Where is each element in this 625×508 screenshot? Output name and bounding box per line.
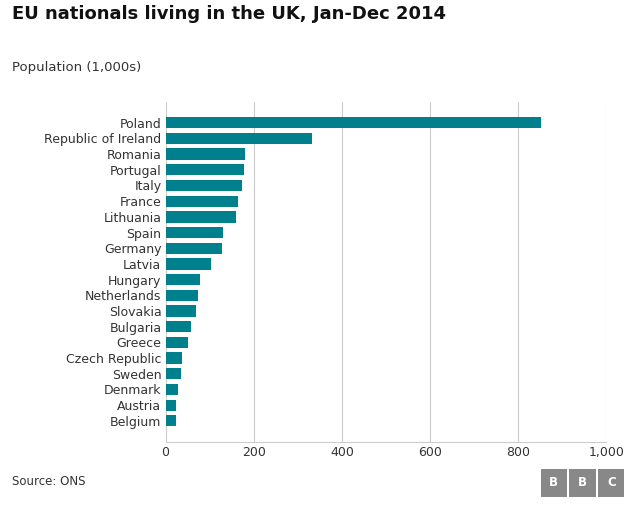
Text: B: B — [578, 477, 587, 489]
Bar — [166, 368, 181, 379]
Text: EU nationals living in the UK, Jan-Dec 2014: EU nationals living in the UK, Jan-Dec 2… — [12, 5, 446, 23]
Bar — [166, 337, 188, 348]
Bar — [166, 227, 223, 238]
Bar — [166, 164, 244, 175]
Bar — [166, 384, 178, 395]
Bar — [166, 321, 191, 332]
Text: B: B — [549, 477, 558, 489]
Bar — [166, 196, 238, 207]
Bar — [166, 258, 211, 270]
Bar — [166, 399, 176, 411]
Text: Population (1,000s): Population (1,000s) — [12, 61, 142, 74]
Bar — [166, 305, 196, 316]
Bar — [166, 148, 245, 160]
Text: C: C — [607, 477, 616, 489]
Bar — [166, 133, 312, 144]
Bar — [166, 180, 242, 191]
Text: Source: ONS: Source: ONS — [12, 474, 86, 488]
Bar — [166, 274, 199, 285]
Bar — [166, 290, 198, 301]
Bar — [166, 211, 236, 223]
Bar — [166, 117, 541, 129]
Bar — [166, 415, 176, 427]
Bar — [166, 353, 182, 364]
Bar — [166, 243, 222, 254]
